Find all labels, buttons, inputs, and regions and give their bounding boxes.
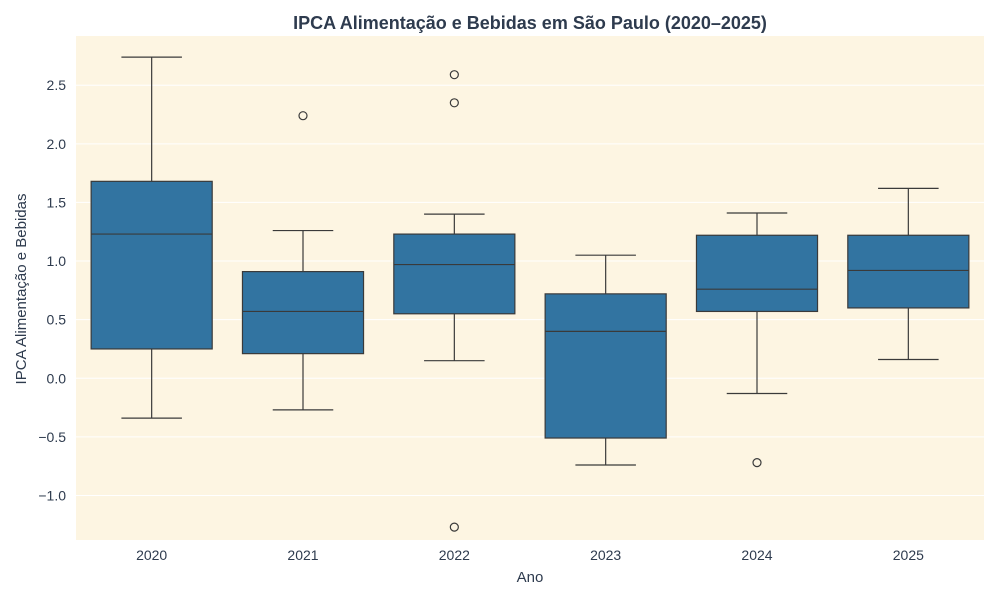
iqr-box <box>90 180 213 350</box>
box-group-2020 <box>90 56 213 419</box>
outlier-point <box>298 111 308 121</box>
outlier-point <box>752 458 762 468</box>
box-group-2025 <box>847 187 970 361</box>
box-group-2021 <box>241 111 365 411</box>
outlier-point <box>449 98 459 108</box>
iqr-box <box>695 234 819 313</box>
y-tick-label: 1.5 <box>47 194 67 210</box>
iqr-box <box>847 234 970 309</box>
outlier-point <box>449 70 459 80</box>
y-tick-label: −0.5 <box>38 429 66 445</box>
grid-lines <box>76 84 984 496</box>
x-tick-label: 2022 <box>439 547 470 563</box>
y-tick-label: 2.5 <box>47 77 67 93</box>
y-axis-ticks: −1.0 −0.5 0.0 0.5 1.0 1.5 2.0 2.5 <box>38 77 66 503</box>
outlier-point <box>449 522 459 532</box>
x-tick-label: 2024 <box>741 547 772 563</box>
box-group-2023 <box>544 254 667 466</box>
box-group-2022 <box>393 70 516 532</box>
y-axis-label: IPCA Alimentação e Bebidas <box>13 194 30 385</box>
chart-title: IPCA Alimentação e Bebidas em São Paulo … <box>293 13 767 33</box>
plot-area-background <box>76 36 984 540</box>
box-group-2024 <box>695 212 819 468</box>
iqr-box <box>393 233 516 315</box>
x-tick-label: 2021 <box>287 547 318 563</box>
iqr-box <box>544 293 667 439</box>
x-tick-label: 2020 <box>136 547 167 563</box>
boxes-layer <box>90 56 970 532</box>
x-tick-label: 2023 <box>590 547 621 563</box>
x-axis-ticks: 2020 2021 2022 2023 2024 2025 <box>136 547 924 563</box>
y-tick-label: 0.0 <box>47 370 67 386</box>
x-axis-label: Ano <box>517 569 544 586</box>
iqr-box <box>241 270 365 355</box>
y-tick-label: 0.5 <box>47 312 67 328</box>
y-tick-label: 1.0 <box>47 253 67 269</box>
x-tick-label: 2025 <box>893 547 924 563</box>
y-tick-label: −1.0 <box>38 487 66 503</box>
y-tick-label: 2.0 <box>47 136 67 152</box>
